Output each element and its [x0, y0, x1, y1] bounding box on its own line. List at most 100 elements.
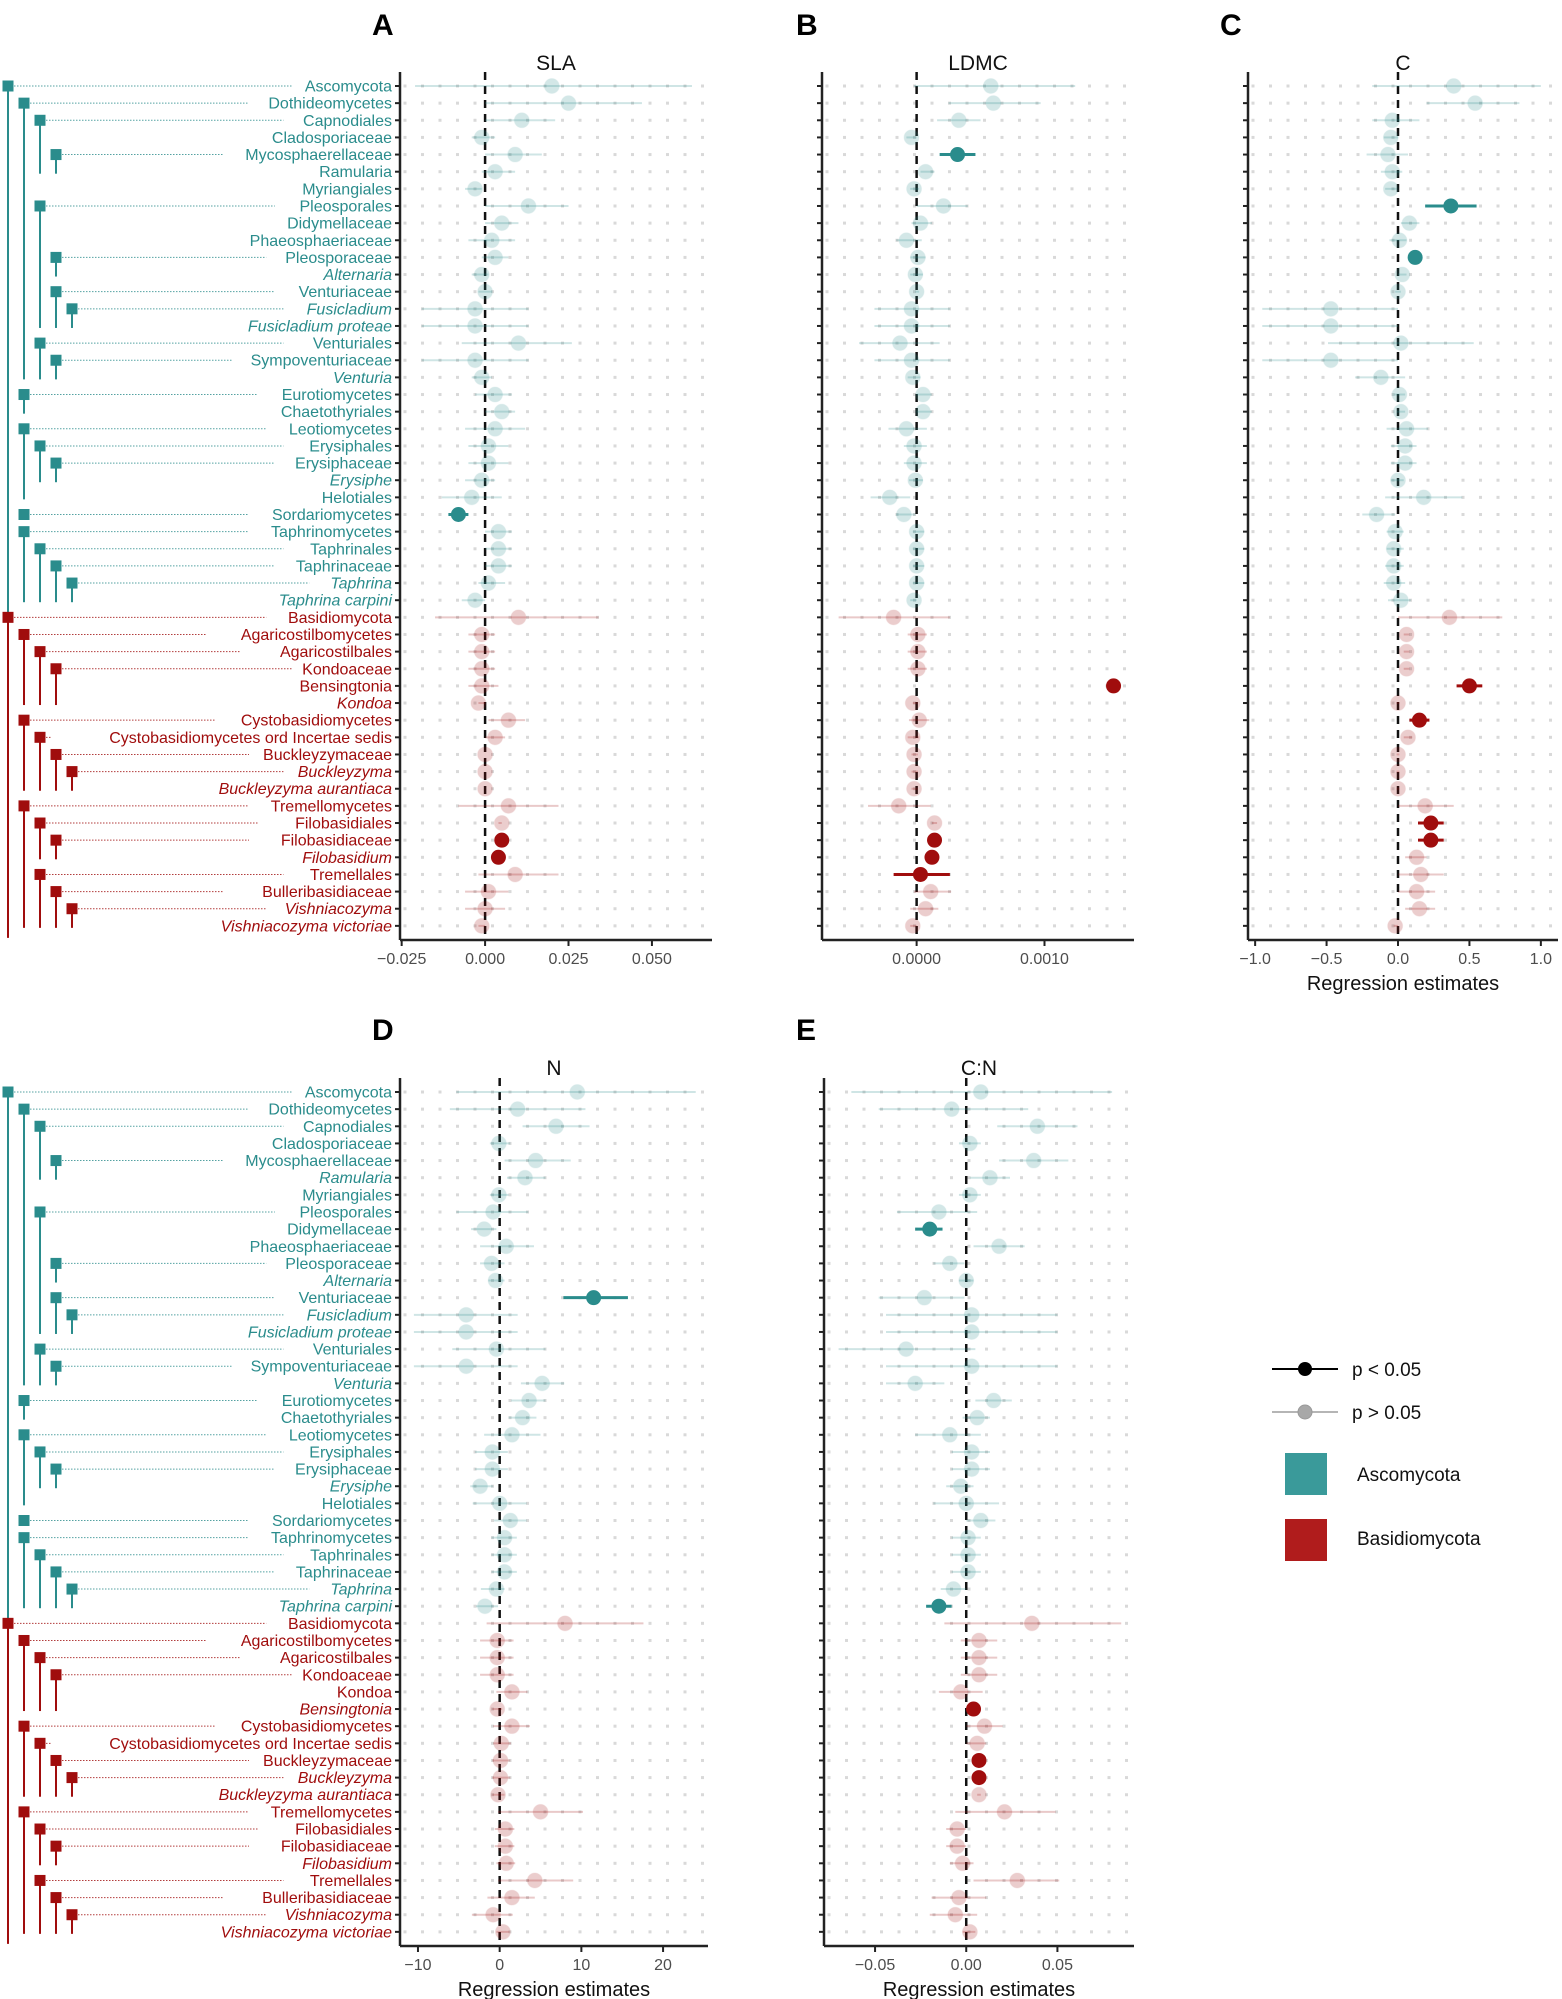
grid-dot — [932, 1313, 936, 1317]
grid-dot — [421, 1484, 424, 1488]
grid-dot — [596, 1810, 599, 1814]
grid-dot — [845, 1690, 848, 1694]
grid-dot — [631, 598, 634, 602]
grid-dot — [1304, 221, 1307, 225]
grid-dot — [1018, 890, 1021, 894]
grid-dot — [403, 1364, 407, 1368]
grid-dot — [862, 1724, 866, 1728]
grid-dot — [421, 1604, 424, 1608]
grid-dot — [438, 135, 442, 139]
grid-dot — [456, 1621, 459, 1625]
grid-dot — [648, 598, 652, 602]
grid-dot — [648, 650, 652, 654]
grid-dot — [561, 1176, 564, 1180]
grid-dot — [930, 358, 934, 362]
grid-dot — [915, 1159, 918, 1163]
grid-dot — [578, 890, 582, 894]
grid-dot — [1070, 84, 1074, 88]
grid-dot — [1356, 752, 1360, 756]
grid-dot — [613, 495, 617, 499]
grid-dot — [508, 1930, 512, 1934]
grid-dot — [1514, 547, 1517, 551]
grid-dot — [932, 1673, 936, 1677]
grid-dot — [948, 101, 951, 105]
grid-dot — [930, 410, 934, 414]
grid-dot — [421, 324, 424, 328]
grid-dot — [878, 598, 881, 602]
grid-dot — [1053, 907, 1056, 911]
grid-dot — [1339, 135, 1342, 139]
grid-dot — [491, 1690, 494, 1694]
grid-dot — [596, 1638, 599, 1642]
grid-dot — [1304, 701, 1307, 705]
grid-dot — [967, 1519, 971, 1522]
grid-dot — [913, 444, 916, 448]
grid-dot — [1123, 255, 1126, 259]
grid-dot — [1055, 1519, 1058, 1522]
grid-dot — [985, 1878, 988, 1882]
grid-dot — [403, 718, 407, 722]
grid-dot — [1409, 907, 1412, 911]
grid-dot — [895, 255, 899, 259]
grid-dot — [1123, 718, 1126, 722]
grid-dot — [845, 1758, 848, 1762]
grid-dot — [1426, 427, 1430, 431]
grid-dot — [596, 1433, 599, 1437]
grid-dot — [985, 1210, 988, 1214]
grid-dot — [403, 1296, 407, 1300]
grid-dot — [1053, 530, 1056, 534]
grid-dot — [1461, 907, 1465, 911]
grid-dot — [438, 1296, 442, 1300]
grid-dot — [1251, 770, 1255, 774]
grid-dot — [1531, 564, 1535, 568]
grid-dot — [1090, 1261, 1093, 1265]
grid-dot — [561, 667, 564, 671]
grid-dot — [456, 1364, 459, 1368]
grid-dot — [845, 1707, 848, 1711]
grid-dot — [1374, 581, 1377, 585]
grid-dot — [491, 1810, 494, 1814]
grid-dot — [827, 1399, 831, 1403]
grid-dot — [1105, 598, 1109, 602]
grid-dot — [508, 872, 512, 876]
grid-dot — [1088, 375, 1091, 379]
grid-dot — [1002, 1484, 1006, 1488]
grid-dot — [543, 770, 547, 774]
grid-dot — [1321, 855, 1325, 859]
grid-dot — [1072, 1467, 1076, 1471]
grid-dot — [1000, 101, 1004, 105]
grid-dot — [508, 1159, 512, 1163]
grid-dot — [1286, 632, 1290, 636]
grid-dot — [878, 170, 881, 174]
grid-dot — [1269, 444, 1272, 448]
grid-dot — [596, 804, 599, 808]
grid-dot — [985, 1261, 988, 1265]
grid-dot — [438, 1827, 442, 1831]
grid-dot — [438, 787, 442, 791]
grid-dot — [1020, 1673, 1023, 1677]
grid-dot — [1035, 701, 1039, 705]
grid-dot — [1286, 84, 1290, 88]
grid-dot — [1479, 907, 1482, 911]
grid-dot — [1549, 153, 1552, 157]
grid-dot — [1514, 410, 1517, 414]
grid-dot — [895, 581, 899, 585]
point-nonsignificant — [1368, 506, 1385, 523]
grid-dot — [967, 1416, 971, 1420]
grid-dot — [701, 204, 704, 208]
grid-dot — [913, 564, 916, 568]
grid-dot — [438, 1244, 442, 1248]
grid-dot — [403, 1861, 407, 1865]
grid-dot — [543, 1467, 547, 1471]
grid-dot — [897, 1587, 901, 1591]
grid-dot — [1339, 341, 1342, 345]
grid-dot — [1356, 564, 1360, 568]
grid-dot — [915, 1690, 918, 1694]
grid-dot — [1409, 444, 1412, 448]
grid-dot — [596, 530, 599, 534]
grid-dot — [1514, 530, 1517, 534]
grid-dot — [701, 1416, 704, 1420]
grid-dot — [1018, 667, 1021, 671]
grid-dot — [561, 872, 564, 876]
grid-dot — [683, 1690, 687, 1694]
